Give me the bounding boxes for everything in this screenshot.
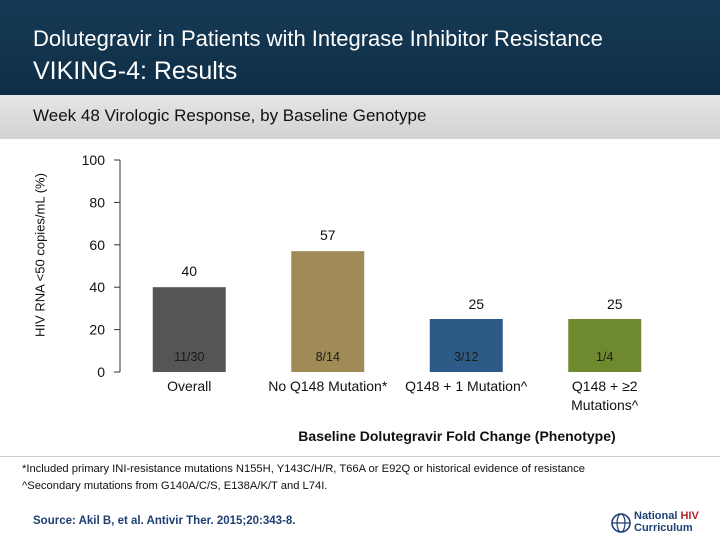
footnote-2: ^Secondary mutations from G140A/C/S, E13… xyxy=(22,480,328,492)
x-tick-label: Mutations^ xyxy=(571,397,639,413)
footnote-divider xyxy=(0,456,720,457)
footnotes: *Included primary INI-resistance mutatio… xyxy=(22,461,712,495)
y-tick-label: 60 xyxy=(89,237,105,253)
header-banner xyxy=(0,0,720,95)
globe-icon xyxy=(611,513,631,533)
slide-subtitle-results: VIKING-4: Results xyxy=(33,57,238,85)
x-tick-label: No Q148 Mutation* xyxy=(268,378,388,394)
bar-value-label: 40 xyxy=(181,263,197,279)
y-tick-label: 80 xyxy=(89,194,105,210)
bar-chart: 0 20 40 60 80 100 40 11/30 57 8/14 25 3/12 25 1/4 Ov… xyxy=(82,152,642,444)
x-tick-label: Q148 + ≥2 xyxy=(572,378,638,394)
bar xyxy=(291,251,365,372)
y-tick-label: 40 xyxy=(89,279,105,295)
bar xyxy=(429,319,503,372)
bar xyxy=(152,287,226,372)
bar-value-label: 25 xyxy=(607,296,623,312)
y-tick-label: 20 xyxy=(89,322,105,338)
bars: 40 11/30 57 8/14 25 3/12 25 1/4 xyxy=(152,227,642,372)
chart-subtitle: Week 48 Virologic Response, by Baseline … xyxy=(33,106,427,125)
bar-fraction-label: 8/14 xyxy=(316,350,340,364)
bar-fraction-label: 3/12 xyxy=(454,350,478,364)
bar-value-label: 57 xyxy=(320,227,336,243)
subtitle-band xyxy=(0,95,720,139)
bar-fraction-label: 1/4 xyxy=(596,350,613,364)
x-tick-label: Q148 + 1 Mutation^ xyxy=(405,378,528,394)
bar-fraction-label: 11/30 xyxy=(174,350,204,364)
x-axis-title: Baseline Dolutegravir Fold Change (Pheno… xyxy=(298,428,615,444)
x-tick-labels: Overall No Q148 Mutation* Q148 + 1 Mutatio… xyxy=(167,378,639,413)
bar xyxy=(568,319,642,372)
y-tick-label: 0 xyxy=(97,364,105,380)
x-tick-label: Overall xyxy=(167,378,211,394)
bar-value-label: 25 xyxy=(468,296,484,312)
national-hiv-curriculum-logo: National HIV Curriculum xyxy=(610,510,716,538)
y-tick-label: 100 xyxy=(82,152,106,168)
y-ticks: 0 20 40 60 80 100 xyxy=(82,152,120,380)
source-citation: Source: Akil B, et al. Antivir Ther. 201… xyxy=(33,515,296,527)
footnote-1: *Included primary INI-resistance mutatio… xyxy=(22,463,585,475)
slide-title: Dolutegravir in Patients with Integrase … xyxy=(33,26,603,51)
